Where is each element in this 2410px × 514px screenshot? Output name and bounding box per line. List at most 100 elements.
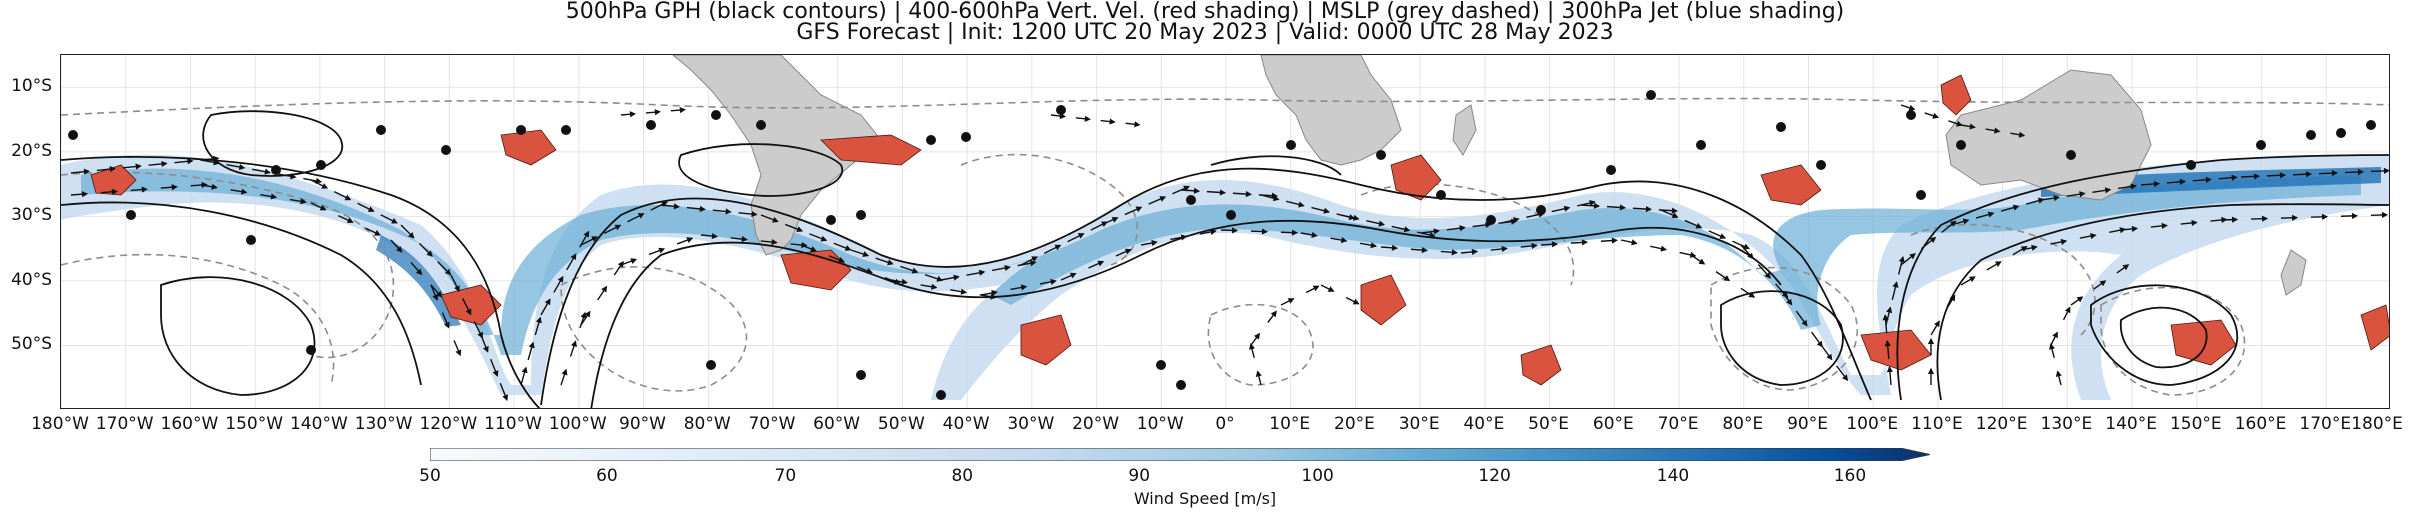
- wind-arrow-head: [1219, 189, 1227, 196]
- wind-arrow-head: [1698, 258, 1706, 265]
- latitude-label: 40°S: [11, 269, 52, 290]
- wind-arrow-head: [1743, 243, 1750, 250]
- wind-arrow-head: [1551, 241, 1559, 248]
- wind-vectors: [70, 104, 2389, 402]
- pressure-center-dot: [1816, 160, 1826, 170]
- wind-arrow-head: [2291, 214, 2299, 221]
- wind-arrow-head: [1593, 202, 1601, 209]
- pressure-center-dot: [246, 235, 256, 245]
- wind-arrow-head: [544, 298, 551, 306]
- pressure-center-dot: [1646, 90, 1656, 100]
- wind-arrow-head: [711, 233, 719, 240]
- latitude-label: 30°S: [11, 205, 52, 226]
- longitude-label: 30°W: [1007, 414, 1055, 434]
- pressure-center-dot: [1606, 165, 1616, 175]
- wind-arrow-head: [930, 283, 938, 290]
- wind-arrow-head: [1695, 222, 1703, 229]
- wind-arrow-head: [1340, 237, 1348, 244]
- wind-arrow-head: [455, 349, 462, 357]
- wind-arrow-head: [2131, 225, 2139, 232]
- pressure-centers: [68, 90, 2376, 400]
- wind-arrow-head: [321, 183, 329, 189]
- wind-arrow-head: [1747, 252, 1754, 260]
- wind-arrow-head: [270, 193, 278, 200]
- wind-arrow-head: [771, 238, 778, 246]
- wind-arrow-head: [2090, 233, 2097, 240]
- wind-arrow-head: [1994, 261, 2002, 267]
- mslp-contour: [1360, 183, 1575, 286]
- colorbar-tick-label: 80: [951, 466, 974, 486]
- wind-arrow-head: [1210, 228, 1217, 235]
- wind-arrow-head: [1327, 286, 1335, 292]
- pressure-center-dot: [1486, 215, 1496, 225]
- wind-arrow-head: [290, 173, 297, 180]
- longitude-label: 20°E: [1334, 414, 1375, 434]
- weather-map: [61, 55, 2389, 408]
- wind-arrow-head: [591, 236, 599, 242]
- gph-contours: [61, 110, 2389, 408]
- wind-arrow-head: [838, 257, 845, 263]
- wind-arrow-head: [1183, 185, 1190, 192]
- wind-arrow-head: [1962, 218, 1970, 225]
- wind-arrow-head: [2231, 216, 2239, 223]
- wind-arrow-head: [1403, 226, 1411, 233]
- wind-arrow-head: [1135, 206, 1143, 213]
- wind-arrow-head: [2357, 168, 2364, 176]
- wind-arrow-head: [109, 166, 116, 173]
- colorbar-tick-label: 70: [774, 466, 797, 486]
- wind-arrow-head: [141, 186, 148, 193]
- wind-arrow-head: [1193, 187, 1201, 194]
- longitude-label: 80°E: [1722, 414, 1764, 434]
- wind-arrow-head: [1429, 231, 1436, 238]
- wind-arrow-head: [396, 246, 403, 253]
- mslp-contour: [960, 153, 1139, 266]
- wind-arrow-head: [990, 293, 997, 300]
- wind-arrow-head: [2099, 280, 2107, 287]
- wind-arrow-head: [583, 230, 590, 238]
- pressure-center-dot: [856, 370, 866, 380]
- wind-arrow-head: [1581, 239, 1589, 246]
- wind-arrow-head: [2161, 222, 2168, 229]
- pressure-center-dot: [1536, 205, 1546, 215]
- wind-arrow-head: [1261, 228, 1269, 235]
- longitude-label: 150°E: [2169, 414, 2222, 434]
- wind-arrow-head: [1934, 320, 1940, 328]
- wind-arrow-head: [751, 210, 758, 218]
- pressure-center-dot: [316, 160, 326, 170]
- pressure-center-dot: [516, 125, 526, 135]
- pressure-center-dot: [1286, 140, 1296, 150]
- pressure-center-dot: [1376, 150, 1386, 160]
- wind-arrow-head: [1124, 248, 1132, 255]
- longitude-label: 90°E: [1787, 414, 1828, 434]
- wind-arrow-head: [1353, 214, 1360, 221]
- wind-arrow-head: [391, 217, 398, 224]
- wind-arrow-head: [2012, 204, 2020, 211]
- wind-arrow-head: [444, 268, 452, 276]
- wind-arrow-head: [1723, 275, 1731, 282]
- wind-arrow-head: [991, 289, 998, 296]
- pressure-center-dot: [2256, 140, 2266, 150]
- wind-arrow-head: [960, 288, 968, 295]
- longitude-label: 10°E: [1269, 414, 1311, 434]
- wind-arrow-head: [699, 205, 706, 212]
- vv-patch: [440, 284, 502, 326]
- longitude-label: 120°W: [419, 414, 478, 434]
- wind-arrow-head: [1433, 228, 1440, 235]
- wind-arrow-head: [2205, 176, 2212, 183]
- wind-arrow-head: [1501, 245, 1508, 252]
- wind-arrow-head: [1245, 190, 1252, 198]
- wind-arrow-head: [1660, 245, 1668, 252]
- wind-arrow-head: [1969, 123, 1976, 130]
- longitude-label: 70°E: [1657, 414, 1699, 434]
- wind-arrow-head: [1671, 207, 1678, 214]
- wind-arrow-head: [1059, 112, 1067, 120]
- gph-contour: [590, 219, 1782, 408]
- gph-contour: [61, 156, 541, 408]
- colorbar-tick-label: 160: [1833, 466, 1867, 486]
- wind-arrow-head: [887, 259, 894, 266]
- pressure-center-dot: [936, 390, 946, 400]
- wind-arrow-head: [2321, 213, 2329, 220]
- wind-arrow-head: [953, 274, 960, 281]
- south-america: [672, 55, 882, 256]
